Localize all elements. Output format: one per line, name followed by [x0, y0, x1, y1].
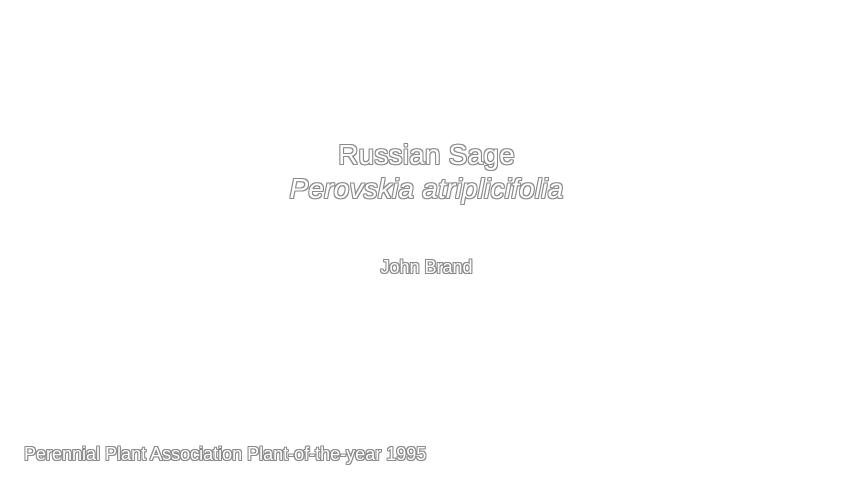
common-name-title: Russian Sage [338, 139, 515, 170]
latin-name-subtitle: Perovskia atriplicifolia [289, 173, 564, 204]
author-name: John Brand [380, 257, 473, 277]
footer-caption: Perennial Plant Association Plant-of-the… [24, 444, 427, 464]
title-block: Russian Sage Perovskia atriplicifolia [0, 138, 853, 206]
